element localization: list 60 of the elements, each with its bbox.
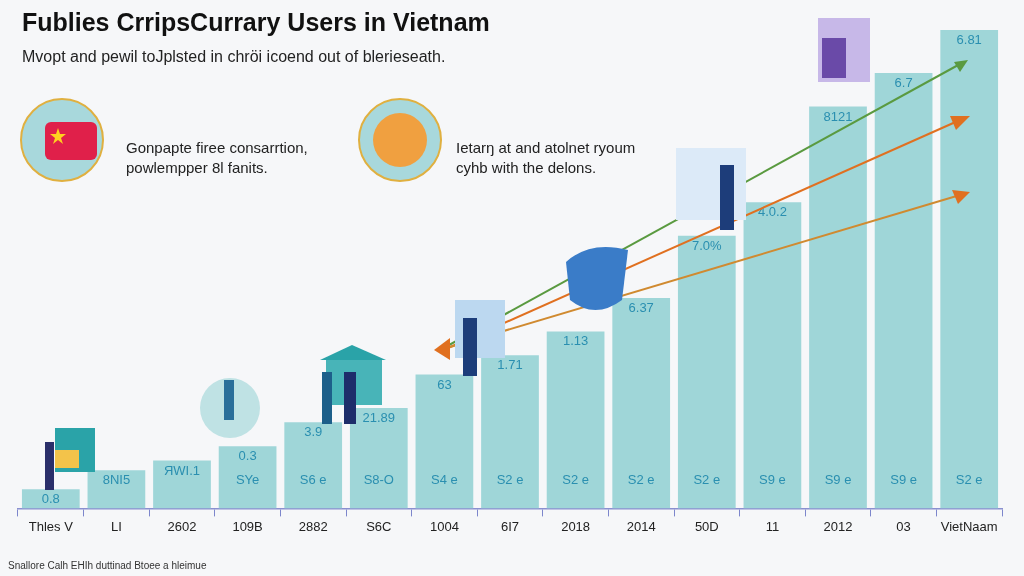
annotation: S2 e bbox=[627, 472, 655, 488]
annotation: S4 e bbox=[431, 472, 458, 488]
x-tick-label: 11 bbox=[765, 518, 780, 534]
bar bbox=[21, 489, 80, 509]
x-tick-label: LI bbox=[110, 518, 122, 534]
annotation: S2 e bbox=[562, 472, 589, 488]
x-tick-label: 1004 bbox=[429, 518, 459, 534]
bar bbox=[809, 106, 867, 509]
annotation: S9 e bbox=[824, 472, 852, 488]
bar bbox=[940, 30, 999, 509]
annotation: S6 e bbox=[299, 472, 327, 488]
bar bbox=[743, 202, 802, 509]
annotation: 1.71 bbox=[497, 357, 523, 373]
text: Mvopt and pewil toJplsted in chröi icoend out of blerieseath. bbox=[22, 48, 446, 66]
bar bbox=[677, 235, 736, 509]
x-tick-label: 109B bbox=[232, 518, 263, 534]
annotation: 21.89 bbox=[362, 410, 396, 426]
text: Snallore Calh EHIh duttinad Btoee a hleimue bbox=[8, 560, 207, 571]
annotation: 0.8 bbox=[41, 491, 60, 507]
annotation: SYe bbox=[235, 472, 260, 488]
x-tick-label: S6C bbox=[366, 518, 392, 534]
x-tick-label: VietNaam bbox=[940, 518, 998, 534]
bar bbox=[481, 355, 539, 509]
annotation: 3.9 bbox=[304, 424, 323, 440]
annotation: Ietarŋ at and atolnet ryoum cyhb with the delons. bbox=[456, 138, 637, 178]
annotation: 0.3 bbox=[238, 448, 257, 464]
x-tick-label: 6I7 bbox=[500, 518, 520, 534]
bar bbox=[218, 446, 277, 509]
bar bbox=[874, 73, 933, 509]
x-tick-label: 2018 bbox=[561, 518, 591, 534]
x-tick-label: 2882 bbox=[298, 518, 328, 534]
annotation: 6.7 bbox=[894, 75, 913, 91]
x-tick-label: Thles V bbox=[28, 518, 74, 534]
annotation: 6.37 bbox=[628, 299, 654, 315]
annotation: 7.0% bbox=[691, 237, 723, 253]
x-tick-label: 50D bbox=[694, 518, 719, 534]
bar bbox=[415, 374, 474, 509]
x-tick-label: 2014 bbox=[626, 518, 656, 534]
annotation: S8-O bbox=[363, 472, 394, 488]
annotation: S9 e bbox=[890, 472, 917, 488]
annotation: S2 e bbox=[955, 472, 983, 488]
annotation: 63 bbox=[437, 376, 452, 392]
x-tick-label: 03 bbox=[896, 518, 911, 534]
annotation: 1.13 bbox=[562, 333, 589, 349]
bar bbox=[284, 422, 343, 509]
annotation: 8121 bbox=[823, 108, 853, 124]
bar bbox=[153, 460, 211, 509]
bar bbox=[87, 470, 146, 509]
bar bbox=[546, 331, 605, 509]
annotation: 8NI5 bbox=[102, 472, 131, 488]
annotation: 6.81 bbox=[956, 32, 982, 48]
x-tick-label: 2012 bbox=[823, 518, 853, 534]
x-tick-label: 2602 bbox=[167, 518, 197, 534]
annotation: S2 e bbox=[693, 472, 721, 488]
annotation: S9 e bbox=[759, 472, 786, 488]
annotation: Gonpapte firee consarrtion, powlempper 8l fanits. bbox=[126, 138, 309, 178]
annotation: ЯWI.1 bbox=[163, 462, 201, 478]
annotation: S2 e bbox=[496, 472, 524, 488]
bar bbox=[612, 297, 671, 509]
chart-title: Fublies CrripsCurrary Users in Vietnam bbox=[22, 8, 490, 37]
